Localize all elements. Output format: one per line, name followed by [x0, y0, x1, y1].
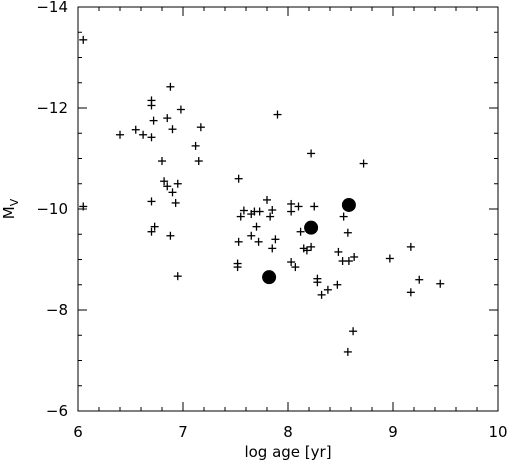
data-point-plus	[171, 198, 180, 207]
data-point-plus	[268, 206, 277, 215]
data-point-plus	[163, 182, 172, 191]
x-tick-label: 9	[388, 423, 398, 441]
data-point-plus	[131, 125, 140, 134]
data-point-plus	[163, 114, 172, 123]
axis-ticks	[77, 6, 499, 412]
data-point-plus	[147, 133, 156, 142]
data-point-circle	[304, 220, 319, 235]
data-point-plus	[406, 242, 415, 251]
data-point-plus	[173, 272, 182, 281]
data-point-plus	[294, 202, 303, 211]
data-point-plus	[239, 206, 248, 215]
data-point-plus	[149, 116, 158, 125]
y-tick-label: −12	[36, 99, 68, 117]
data-point-plus	[317, 290, 326, 299]
data-point-plus	[271, 235, 280, 244]
data-point-plus	[333, 280, 342, 289]
data-point-plus	[287, 258, 296, 267]
data-point-plus	[307, 242, 316, 251]
axis-tick-labels: 6 7 8 9 10 −6 −8 −10 −12 −14	[36, 0, 507, 441]
data-point-plus	[196, 123, 205, 132]
data-point-circle	[262, 270, 277, 285]
data-point-plus	[273, 110, 282, 119]
data-point-plus	[255, 207, 264, 216]
data-point-plus	[160, 177, 169, 186]
data-point-plus	[343, 347, 352, 356]
data-point-plus	[323, 285, 332, 294]
data-point-plus	[350, 252, 359, 261]
data-point-plus	[166, 231, 175, 240]
data-point-plus	[339, 212, 348, 221]
data-point-plus	[359, 159, 368, 168]
data-point-plus	[291, 263, 300, 272]
data-point-plus	[385, 254, 394, 263]
x-tick-label: 6	[73, 423, 83, 441]
data-point-plus	[79, 35, 88, 44]
x-axis-label: log age [yr]	[244, 443, 331, 461]
data-marks	[79, 35, 445, 356]
data-point-plus	[173, 179, 182, 188]
y-tick-label: −8	[46, 301, 68, 319]
data-point-plus	[310, 202, 319, 211]
x-tick-label: 10	[488, 423, 507, 441]
data-point-plus	[139, 130, 148, 139]
data-point-plus	[254, 237, 263, 246]
data-point-plus	[233, 263, 242, 272]
data-point-plus	[334, 247, 343, 256]
data-point-plus	[158, 157, 166, 166]
data-point-plus	[344, 257, 353, 266]
data-point-plus	[236, 212, 245, 221]
data-point-plus	[147, 101, 156, 110]
y-axis-label-subscript: V	[8, 198, 21, 206]
data-point-plus	[415, 275, 424, 284]
x-tick-label: 8	[283, 423, 293, 441]
y-tick-label: −6	[46, 402, 68, 420]
data-point-plus	[302, 246, 311, 255]
data-point-plus	[191, 141, 200, 150]
data-point-plus	[147, 227, 156, 236]
y-tick-label: −10	[36, 200, 68, 218]
data-point-plus	[194, 157, 203, 166]
data-point-plus	[166, 82, 175, 91]
y-axis-label: MV	[0, 198, 21, 219]
data-point-plus	[234, 174, 243, 183]
data-point-plus	[287, 199, 296, 208]
data-point-plus	[436, 279, 445, 288]
data-point-plus	[252, 222, 261, 231]
data-point-plus	[79, 202, 88, 211]
data-point-plus	[287, 207, 296, 216]
data-point-plus	[406, 288, 415, 297]
plot-frame	[77, 6, 499, 412]
data-point-plus	[266, 212, 275, 221]
data-point-plus	[168, 125, 177, 134]
y-axis-label-main: M	[0, 206, 18, 219]
data-point-plus	[168, 188, 177, 197]
data-point-plus	[268, 244, 277, 253]
data-point-plus	[147, 197, 156, 206]
data-point-plus	[150, 222, 159, 231]
data-point-plus	[296, 227, 305, 236]
data-point-plus	[176, 105, 185, 114]
data-point-plus	[247, 231, 256, 240]
x-tick-label: 7	[178, 423, 188, 441]
plot-area: 6 7 8 9 10 −6 −8 −10 −12 −14	[36, 0, 507, 441]
data-point-plus	[343, 228, 352, 237]
data-point-plus	[313, 278, 322, 287]
data-point-plus	[349, 327, 358, 336]
data-point-plus	[116, 130, 124, 139]
data-point-plus	[307, 149, 316, 158]
data-point-circle	[341, 197, 356, 212]
data-point-plus	[234, 237, 243, 246]
y-tick-label: −14	[36, 0, 68, 16]
data-point-plus	[263, 195, 271, 204]
